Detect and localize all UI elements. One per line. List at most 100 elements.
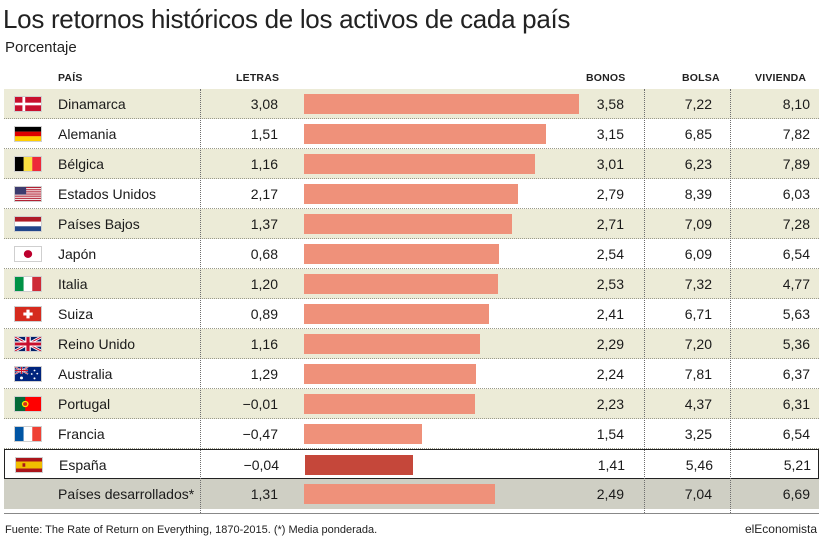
germany-flag-icon xyxy=(14,126,42,142)
vivienda-value: 6,69 xyxy=(782,486,810,502)
vivienda-value: 7,89 xyxy=(782,156,810,172)
bonos-value: 2,49 xyxy=(596,486,624,502)
bolsa-value: 7,32 xyxy=(684,276,712,292)
bonos-value: 3,15 xyxy=(596,126,624,142)
vivienda-value: 5,63 xyxy=(782,306,810,322)
bonos-bar xyxy=(304,364,476,384)
country-label: Australia xyxy=(58,366,113,382)
bonos-bar xyxy=(304,484,495,504)
letras-value: −0,47 xyxy=(242,426,278,442)
chart-title: Los retornos históricos de los activos d… xyxy=(3,4,571,34)
letras-value: 0,68 xyxy=(250,246,278,262)
france-flag-icon xyxy=(14,426,42,442)
country-label: Países Bajos xyxy=(58,216,140,232)
table-row: Dinamarca 3,08 3,58 7,22 8,10 xyxy=(4,89,819,119)
switzerland-flag-icon xyxy=(14,306,42,322)
table-row-total: Países desarrollados* 1,31 2,49 7,04 6,69 xyxy=(4,479,819,509)
header-bolsa: BOLSA xyxy=(682,72,720,84)
bonos-bar xyxy=(304,304,489,324)
bonos-value: 1,54 xyxy=(596,426,624,442)
table-row: España −0,04 1,41 5,46 5,21 xyxy=(4,449,819,479)
table-row: Reino Unido 1,16 2,29 7,20 5,36 xyxy=(4,329,819,359)
bonos-value: 2,29 xyxy=(596,336,624,352)
letras-value: 1,37 xyxy=(250,216,278,232)
bonos-bar xyxy=(304,334,480,354)
country-label: Alemania xyxy=(58,126,117,142)
table-row: Suiza 0,89 2,41 6,71 5,63 xyxy=(4,299,819,329)
bonos-bar xyxy=(304,274,498,294)
bonos-value: 3,01 xyxy=(596,156,624,172)
italy-flag-icon xyxy=(14,276,42,292)
country-label: Bélgica xyxy=(58,156,104,172)
bolsa-value: 6,09 xyxy=(684,246,712,262)
bonos-value: 3,58 xyxy=(596,96,624,112)
bonos-value: 2,23 xyxy=(596,396,624,412)
vivienda-value: 6,31 xyxy=(782,396,810,412)
uk-flag-icon xyxy=(14,336,42,352)
usa-flag-icon xyxy=(14,186,42,202)
portugal-flag-icon xyxy=(14,396,42,412)
country-label: Suiza xyxy=(58,306,94,322)
brand-logo: elEconomista xyxy=(744,522,817,536)
table-row: Bélgica 1,16 3,01 6,23 7,89 xyxy=(4,149,819,179)
bonos-value: 2,79 xyxy=(596,186,624,202)
belgium-flag-icon xyxy=(14,156,42,172)
bolsa-value: 6,71 xyxy=(684,306,712,322)
bonos-bar xyxy=(304,244,499,264)
bonos-value: 2,54 xyxy=(596,246,624,262)
vivienda-value: 5,36 xyxy=(782,336,810,352)
bonos-bar xyxy=(304,94,579,114)
bonos-bar xyxy=(304,184,518,204)
letras-value: 1,51 xyxy=(250,126,278,142)
table-row: Japón 0,68 2,54 6,09 6,54 xyxy=(4,239,819,269)
letras-value: −0,04 xyxy=(243,457,279,473)
bolsa-value: 6,85 xyxy=(684,126,712,142)
country-label: Italia xyxy=(58,276,88,292)
spain-flag-icon xyxy=(15,457,43,473)
letras-value: 1,31 xyxy=(250,486,278,502)
vivienda-value: 6,54 xyxy=(782,246,810,262)
chart-subtitle: Porcentaje xyxy=(5,39,77,56)
bolsa-value: 7,09 xyxy=(684,216,712,232)
letras-value: 1,29 xyxy=(250,366,278,382)
bolsa-value: 7,81 xyxy=(684,366,712,382)
bonos-value: 2,71 xyxy=(596,216,624,232)
letras-value: 1,16 xyxy=(250,336,278,352)
country-label: Países desarrollados* xyxy=(58,486,195,502)
netherlands-flag-icon xyxy=(14,216,42,232)
header-bonos: BONOS xyxy=(586,72,626,84)
table-row: Italia 1,20 2,53 7,32 4,77 xyxy=(4,269,819,299)
bonos-bar xyxy=(304,154,535,174)
source-note: Fuente: The Rate of Return on Everything… xyxy=(5,524,378,536)
bonos-value: 2,53 xyxy=(596,276,624,292)
table-row: Portugal −0,01 2,23 4,37 6,31 xyxy=(4,389,819,419)
letras-value: 0,89 xyxy=(250,306,278,322)
letras-value: 2,17 xyxy=(250,186,278,202)
bolsa-value: 7,22 xyxy=(684,96,712,112)
vivienda-value: 6,03 xyxy=(782,186,810,202)
vivienda-value: 8,10 xyxy=(782,96,810,112)
vivienda-value: 7,82 xyxy=(782,126,810,142)
header-pais: PAÍS xyxy=(58,72,83,84)
bolsa-value: 8,39 xyxy=(684,186,712,202)
bonos-value: 2,41 xyxy=(596,306,624,322)
country-label: Dinamarca xyxy=(58,96,126,112)
country-label: Reino Unido xyxy=(58,336,136,352)
letras-value: −0,01 xyxy=(242,396,278,412)
letras-value: 1,20 xyxy=(250,276,278,292)
column-divider xyxy=(200,89,201,513)
vivienda-value: 5,21 xyxy=(783,457,811,473)
column-divider xyxy=(644,89,645,513)
vivienda-value: 6,37 xyxy=(782,366,810,382)
bolsa-value: 7,04 xyxy=(684,486,712,502)
bonos-value: 1,41 xyxy=(597,457,625,473)
header-letras: LETRAS xyxy=(236,72,280,84)
australia-flag-icon xyxy=(14,366,42,382)
bonos-value: 2,24 xyxy=(596,366,624,382)
vivienda-value: 6,54 xyxy=(782,426,810,442)
vivienda-value: 7,28 xyxy=(782,216,810,232)
bolsa-value: 5,46 xyxy=(685,457,713,473)
bonos-bar xyxy=(304,124,546,144)
country-label: Portugal xyxy=(58,396,111,412)
table-row: Francia −0,47 1,54 3,25 6,54 xyxy=(4,419,819,449)
